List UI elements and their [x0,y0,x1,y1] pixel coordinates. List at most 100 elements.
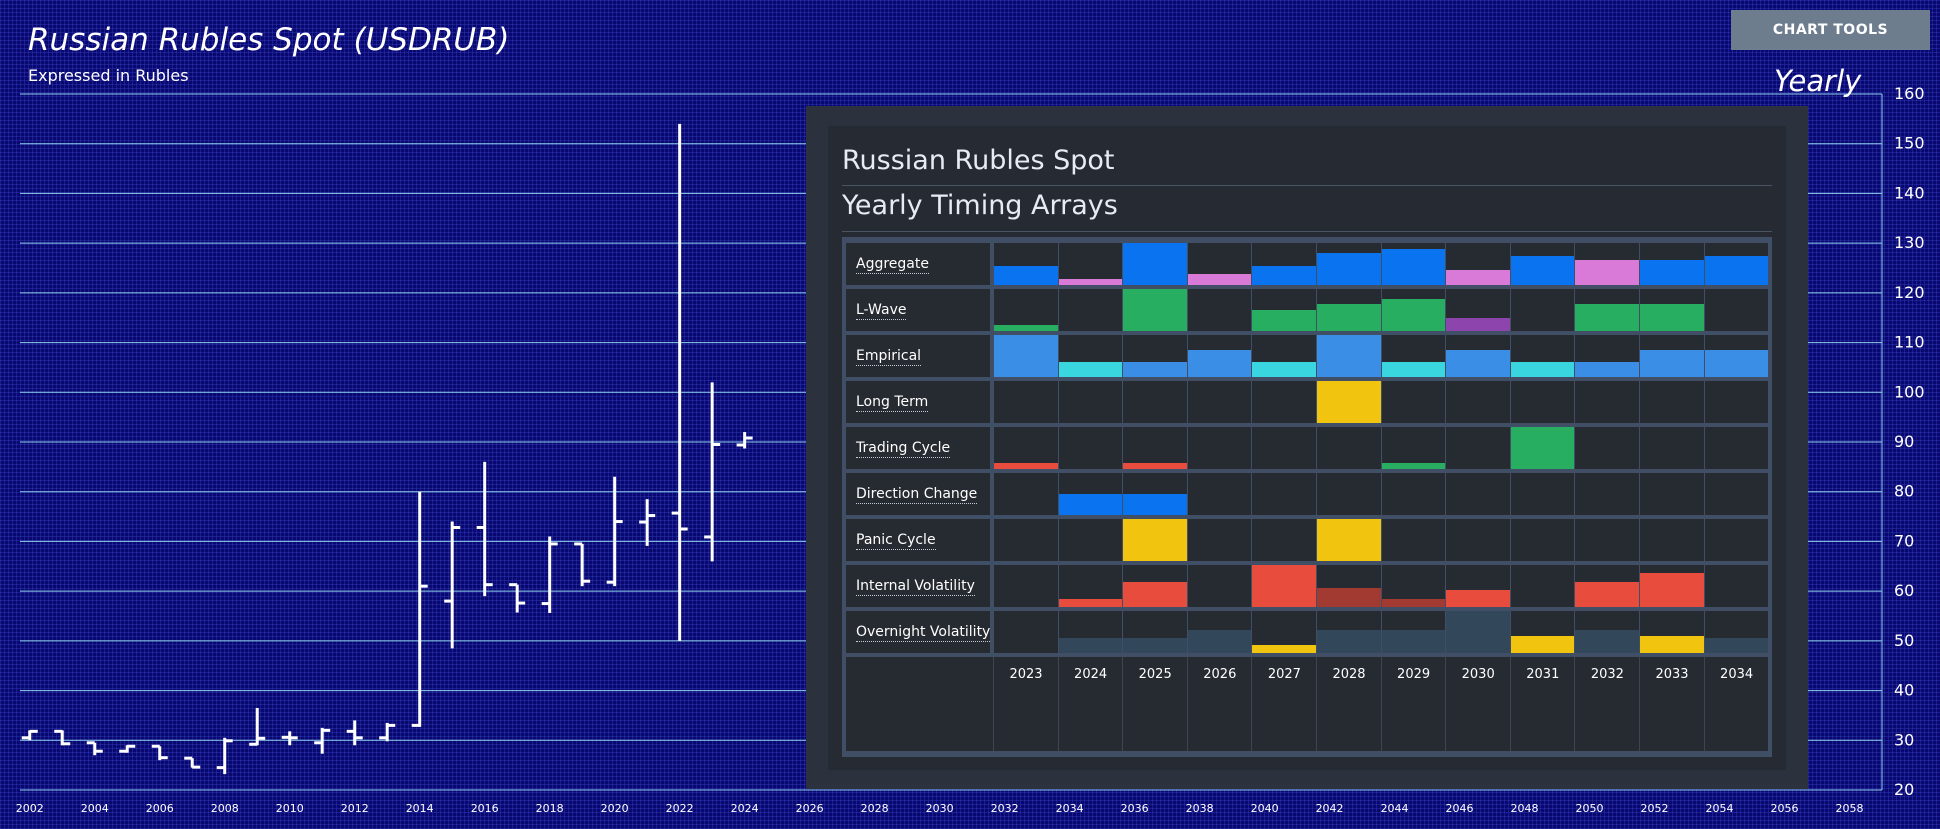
x-tick-label: 2038 [1186,802,1214,815]
year-divider [1186,657,1188,751]
array-bar [1252,645,1316,653]
array-bar [1252,565,1316,607]
array-bar [1187,274,1252,285]
price-bar [21,729,38,741]
y-tick-label: 160 [1894,84,1925,103]
array-cell [994,519,1058,561]
array-cell [1187,427,1252,469]
array-cell [1704,381,1769,423]
array-bar [1704,256,1769,285]
array-bar [1058,638,1123,653]
array-cell [1704,611,1769,653]
year-label: 2028 [1332,667,1366,682]
array-row-label[interactable]: Direction Change [856,486,978,504]
year-footer [846,657,1768,751]
array-cell [994,289,1058,331]
array-row-label[interactable]: Internal Volatility [856,578,975,596]
year-divider [993,657,994,751]
y-tick-label: 20 [1894,780,1914,799]
array-cell [1058,565,1123,607]
array-cell [994,473,1058,515]
y-tick-label: 50 [1894,631,1914,650]
panel-divider [842,185,1772,186]
array-cell [1187,473,1252,515]
array-bar [1704,638,1769,653]
array-row-label[interactable]: Long Term [856,394,929,412]
price-bar [606,476,623,587]
year-label: 2031 [1526,667,1560,682]
y-tick-label: 120 [1894,283,1925,302]
array-cell [1510,289,1575,331]
price-bar [249,707,266,746]
y-tick-label: 110 [1894,333,1925,352]
array-row-label[interactable]: Empirical [856,348,922,366]
price-bar [704,382,721,562]
row-label-cell: L-Wave [846,289,990,331]
array-cell [1446,381,1510,423]
array-bar [1252,266,1316,285]
array-cell [1123,519,1187,561]
array-bar [1446,318,1510,331]
year-divider [1703,657,1705,751]
array-cell [1704,473,1769,515]
array-row-label[interactable]: Overnight Volatility [856,624,990,642]
array-row-label[interactable]: Aggregate [856,256,929,274]
y-tick-label: 80 [1894,482,1914,501]
array-cell [1704,243,1769,285]
array-cell [1058,381,1123,423]
row-label-cell: Panic Cycle [846,519,990,561]
array-cell [1510,473,1575,515]
array-bar [1058,494,1123,515]
price-bar [216,737,233,775]
array-bar [1575,304,1639,331]
x-tick-label: 2040 [1251,802,1279,815]
timing-arrays-grid: Aggregate L-Wave Empirical Long Term Trading… [842,237,1772,757]
array-bar [1381,362,1446,377]
array-cell [1252,565,1316,607]
y-tick-label: 70 [1894,531,1914,550]
array-bar [994,266,1058,285]
year-label: 2023 [1009,667,1043,682]
array-bar [1510,427,1575,469]
x-tick-label: 2018 [536,802,564,815]
array-bar [1187,630,1252,653]
array-row-label[interactable]: Panic Cycle [856,532,936,550]
array-bar [1640,636,1704,653]
array-bar [1575,260,1639,285]
array-cell [1317,473,1381,515]
x-tick-label: 2056 [1771,802,1799,815]
row-label-cell: Trading Cycle [846,427,990,469]
panel-title: Russian Rubles Spot [842,145,1115,176]
year-divider [1316,657,1317,751]
x-tick-label: 2012 [341,802,369,815]
array-cell [1058,611,1123,653]
chart-tools-button[interactable]: CHART TOOLS [1731,10,1930,50]
row-label-cell: Empirical [846,335,990,377]
array-cell [1058,473,1123,515]
y-tick-label: 130 [1894,233,1925,252]
x-tick-label: 2044 [1381,802,1409,815]
array-row-label[interactable]: L-Wave [856,302,907,320]
array-cell [1317,565,1381,607]
array-cell [1123,473,1187,515]
array-cell [994,381,1058,423]
array-bar [1123,289,1187,331]
array-cell [1058,243,1123,285]
array-cell [1252,427,1316,469]
array-cell [1446,519,1510,561]
year-label: 2034 [1720,667,1754,682]
array-bar [1123,463,1187,469]
x-tick-label: 2028 [861,802,889,815]
array-cell [1123,611,1187,653]
array-cell [1446,335,1510,377]
array-bar [1446,590,1510,607]
array-cell [1187,519,1252,561]
price-bar [346,720,363,746]
array-cell [1252,519,1316,561]
array-bar [1446,350,1510,377]
array-cell [1510,427,1575,469]
array-bar [1123,519,1187,561]
array-row-label[interactable]: Trading Cycle [856,440,951,458]
array-cell [1058,519,1123,561]
x-tick-label: 2050 [1576,802,1604,815]
